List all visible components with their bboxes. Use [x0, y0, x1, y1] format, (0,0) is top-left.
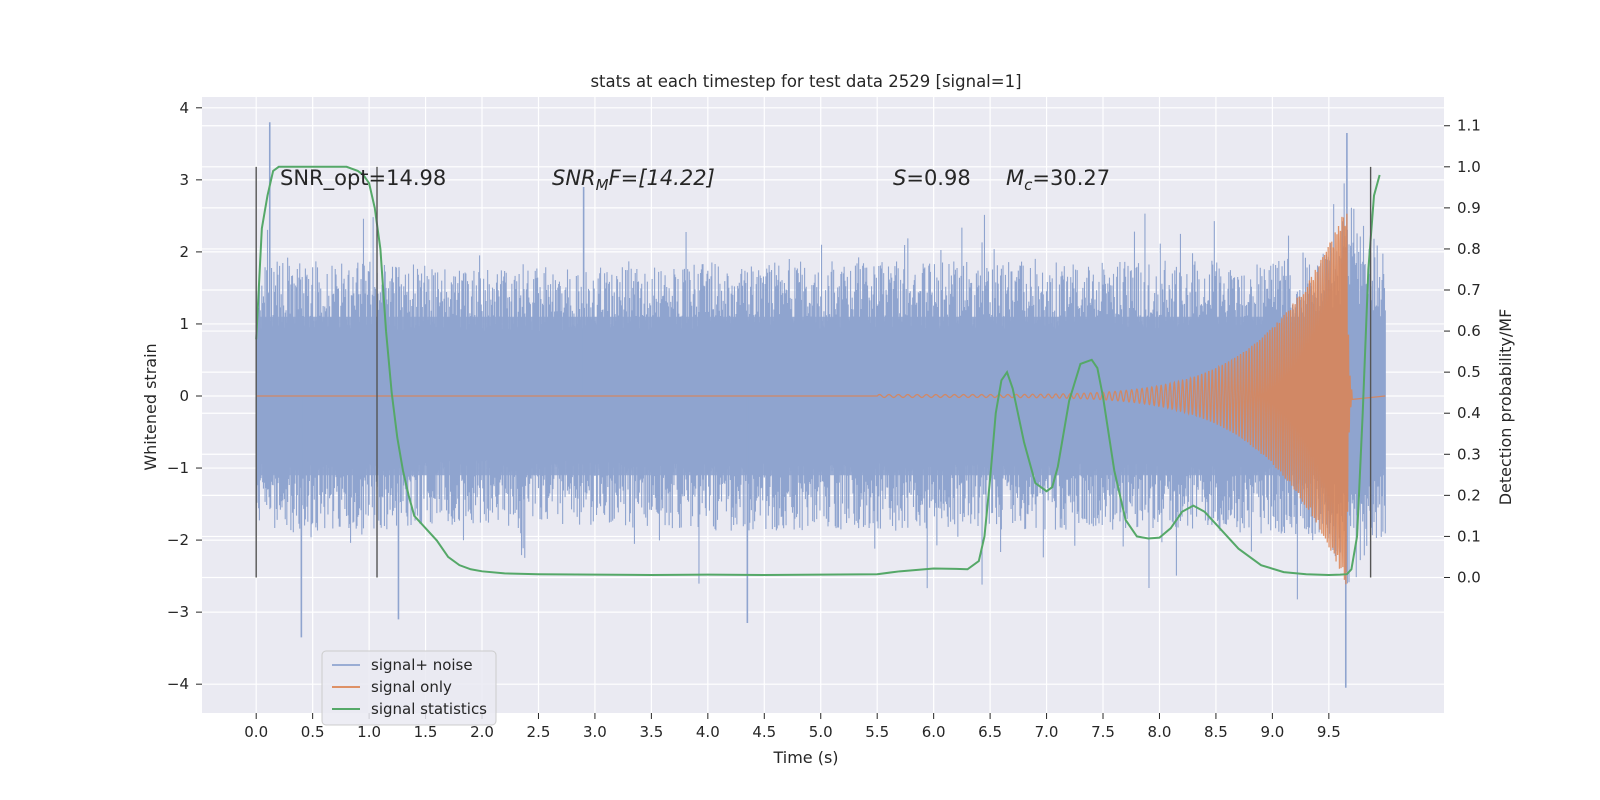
x-tick-label: 1.0	[357, 723, 381, 741]
annotation-mc-value: =30.27	[1032, 166, 1110, 190]
x-tick-label: 6.5	[978, 723, 1002, 741]
x-axis-label: Time (s)	[772, 748, 838, 767]
annotation-s-value: =0.98	[906, 166, 970, 190]
y2-tick-label: 0.9	[1457, 199, 1481, 217]
y2-tick-label: 0.1	[1457, 527, 1481, 545]
stats-line	[255, 165, 1381, 577]
x-tick-label: 7.0	[1035, 723, 1059, 741]
x-axis-ticks: 0.0 0.5 1.0 1.5 2.0 2.5 3.0 3.5 4.0 4.5 5.0 5.5 6.0 6…	[244, 713, 1341, 741]
y2-axis-ticks: 1.1 1.0 0.9 0.8 0.7 0.6 0.5 0.4 0.3 0.2 0.1 0.0	[1444, 117, 1481, 586]
x-tick-label: 5.0	[809, 723, 833, 741]
x-tick-label: 4.5	[752, 723, 776, 741]
y2-tick-label: 0.0	[1457, 568, 1481, 586]
legend: signal+ noise signal only signal statist…	[321, 650, 497, 726]
x-tick-label: 2.5	[527, 723, 551, 741]
y-tick-label: −2	[167, 531, 189, 549]
y-tick-label: −3	[167, 603, 189, 621]
y2-tick-label: 0.6	[1457, 322, 1481, 340]
y-tick-label: 3	[179, 171, 189, 189]
y-axis-ticks: 4 3 2 1 0 −1 −2 −3 −4	[167, 99, 202, 693]
y-axis-label: Whitened strain	[141, 343, 160, 470]
x-tick-label: 1.5	[414, 723, 438, 741]
x-tick-label: 3.5	[639, 723, 663, 741]
annotation-snr-mf-symbol: SNR	[552, 166, 596, 190]
x-tick-label: 0.5	[301, 723, 325, 741]
x-tick-label: 9.5	[1317, 723, 1341, 741]
y-tick-label: 1	[179, 315, 189, 333]
y2-tick-label: 0.8	[1457, 240, 1481, 258]
y2-tick-label: 0.3	[1457, 445, 1481, 463]
x-tick-label: 8.5	[1204, 723, 1228, 741]
y-tick-label: 4	[179, 99, 189, 117]
x-tick-label: 4.0	[696, 723, 720, 741]
y2-tick-label: 1.0	[1457, 158, 1481, 176]
annotation-snr-mf-value: F=[14.22]	[609, 166, 715, 190]
y2-axis-label: Detection probability/MF	[1496, 309, 1515, 506]
x-tick-label: 7.5	[1091, 723, 1115, 741]
x-tick-label: 3.0	[583, 723, 607, 741]
annotation-snr-mf: SNRMF=[14.22]	[552, 166, 715, 194]
x-tick-label: 8.0	[1148, 723, 1172, 741]
chirp-line	[256, 213, 1386, 585]
legend-label-stats: signal statistics	[371, 700, 487, 718]
y-tick-label: −1	[167, 459, 189, 477]
annotation-mc: Mc=30.27	[1006, 166, 1110, 194]
annotation-snr-mf-subscript: M	[596, 176, 609, 194]
legend-label-noise: signal+ noise	[371, 656, 473, 674]
vertical-markers	[255, 166, 1372, 578]
legend-label-signal: signal only	[371, 678, 452, 696]
y-tick-label: −4	[167, 675, 189, 693]
y-tick-label: 2	[179, 243, 189, 261]
legend-box	[321, 650, 497, 726]
y2-tick-label: 1.1	[1457, 117, 1481, 135]
x-tick-label: 2.0	[470, 723, 494, 741]
y2-tick-label: 0.4	[1457, 404, 1481, 422]
x-tick-label: 6.0	[922, 723, 946, 741]
annotation-mc-subscript: c	[1024, 176, 1033, 194]
y2-tick-label: 0.7	[1457, 281, 1481, 299]
chart-title: stats at each timestep for test data 252…	[590, 72, 1021, 91]
x-tick-label: 0.0	[244, 723, 268, 741]
annotation-s-symbol: S	[893, 166, 906, 190]
annotation-s: S=0.98	[893, 166, 971, 190]
y-tick-label: 0	[179, 387, 189, 405]
signal-only-series	[256, 213, 1386, 585]
annotation-snr-opt: SNR_opt=14.98	[280, 166, 446, 191]
y2-tick-label: 0.2	[1457, 486, 1481, 504]
signal-statistics-series	[255, 165, 1381, 577]
x-tick-label: 9.0	[1260, 723, 1284, 741]
x-tick-label: 5.5	[865, 723, 889, 741]
annotation-mc-symbol: M	[1006, 166, 1024, 190]
y2-tick-label: 0.5	[1457, 363, 1481, 381]
annotations: SNR_opt=14.98 SNRMF=[14.22] S=0.98 Mc=30…	[280, 166, 1110, 194]
